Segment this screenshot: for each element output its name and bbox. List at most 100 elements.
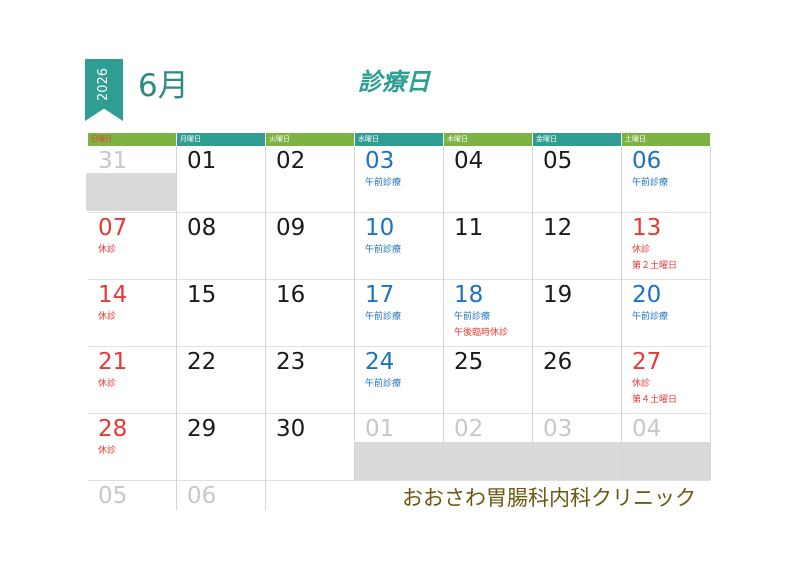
day-note: 午前診療 xyxy=(632,312,669,322)
day-number: 26 xyxy=(543,349,573,375)
day-cell-sat: 27 休診第４土曜日 xyxy=(622,347,710,414)
weekday-header-thu: 木曜日 xyxy=(444,133,532,146)
day-note: 午前診療 xyxy=(365,178,402,188)
day-number: 03 xyxy=(543,416,573,442)
day-number: 14 xyxy=(98,282,128,308)
grid-row-line xyxy=(88,480,710,481)
grid-col-line xyxy=(443,146,444,480)
day-number: 28 xyxy=(98,416,128,442)
weekday-label-sat: 土曜日 xyxy=(625,135,646,143)
day-cell-sun: 31 xyxy=(88,146,176,213)
day-note: 第４土曜日 xyxy=(632,395,678,405)
year-label: 2026 xyxy=(96,67,112,101)
day-cell-tue: 23 xyxy=(266,347,354,414)
weekday-header-sat: 土曜日 xyxy=(622,133,710,146)
day-number: 20 xyxy=(632,282,662,308)
day-number: 16 xyxy=(276,282,306,308)
day-cell-sat: 20 午前診療 xyxy=(622,280,710,347)
weekday-label-thu: 木曜日 xyxy=(447,135,468,143)
weekday-label-fri: 金曜日 xyxy=(536,135,557,143)
weekday-label-mon: 月曜日 xyxy=(180,135,201,143)
day-number: 25 xyxy=(454,349,484,375)
day-note: 午前診療 xyxy=(632,178,669,188)
day-note: 午前診療 xyxy=(454,312,491,322)
day-cell-sun: 21 休診 xyxy=(88,347,176,414)
day-number: 13 xyxy=(632,215,662,241)
day-number: 01 xyxy=(365,416,395,442)
day-cell-wed: 03 午前診療 xyxy=(355,146,443,213)
day-cell-mon: 29 xyxy=(177,414,265,481)
day-number: 06 xyxy=(187,483,217,509)
day-cell-sun: 07 休診 xyxy=(88,213,176,280)
day-cell-sun: 14 休診 xyxy=(88,280,176,347)
day-note: 午後臨時休診 xyxy=(454,328,509,338)
day-cell-mon: 15 xyxy=(177,280,265,347)
day-number: 07 xyxy=(98,215,128,241)
day-note: 休診 xyxy=(632,245,651,255)
day-cell-sat: 13 休診第２土曜日 xyxy=(622,213,710,280)
day-number: 22 xyxy=(187,349,217,375)
day-cell-thu: 11 xyxy=(444,213,532,280)
day-note: 休診 xyxy=(98,312,117,322)
weekday-label-sun: 日曜日 xyxy=(91,135,112,143)
day-cell-tue: 09 xyxy=(266,213,354,280)
day-note: 午前診療 xyxy=(365,379,402,389)
day-cell-wed: 10 午前診療 xyxy=(355,213,443,280)
day-cell-tue: 02 xyxy=(266,146,354,213)
day-note: 休診 xyxy=(632,379,651,389)
day-cell-wed: 01 xyxy=(355,414,443,481)
day-number: 30 xyxy=(276,416,306,442)
day-number: 23 xyxy=(276,349,306,375)
day-number: 31 xyxy=(98,148,128,174)
day-cell-sun: 28 休診 xyxy=(88,414,176,481)
day-note: 休診 xyxy=(98,379,117,389)
day-cell-mon: 06 xyxy=(177,481,265,548)
grid-row-line xyxy=(88,346,710,347)
day-number: 19 xyxy=(543,282,573,308)
day-note: 休診 xyxy=(98,245,117,255)
day-number: 02 xyxy=(276,148,306,174)
day-number: 05 xyxy=(543,148,573,174)
day-note: 休診 xyxy=(98,446,117,456)
day-cell-fri: 26 xyxy=(533,347,621,414)
day-cell-wed: 24 午前診療 xyxy=(355,347,443,414)
day-number: 17 xyxy=(365,282,395,308)
calendar-title: 診療日 xyxy=(358,68,430,96)
weekday-label-wed: 水曜日 xyxy=(358,135,379,143)
day-number: 10 xyxy=(365,215,395,241)
grid-col-line xyxy=(176,146,177,510)
day-number: 03 xyxy=(365,148,395,174)
grid-col-line xyxy=(621,146,622,480)
day-number: 11 xyxy=(454,215,484,241)
grid-row-line xyxy=(88,212,710,213)
day-cell-sat: 06 午前診療 xyxy=(622,146,710,213)
grid-col-line xyxy=(354,146,355,480)
day-number: 05 xyxy=(98,483,128,509)
day-cell-wed: 17 午前診療 xyxy=(355,280,443,347)
weekday-header-tue: 火曜日 xyxy=(266,133,354,146)
day-number: 12 xyxy=(543,215,573,241)
day-number: 01 xyxy=(187,148,217,174)
grid-col-line xyxy=(532,146,533,480)
day-number: 08 xyxy=(187,215,217,241)
weekday-label-tue: 火曜日 xyxy=(269,135,290,143)
day-cell-tue: 16 xyxy=(266,280,354,347)
grid-row-line xyxy=(88,413,710,414)
day-cell-thu: 18 午前診療 午後臨時休診 xyxy=(444,280,532,347)
grid-col-line xyxy=(710,146,711,480)
day-cell-mon: 22 xyxy=(177,347,265,414)
day-cell-mon: 01 xyxy=(177,146,265,213)
day-number: 02 xyxy=(454,416,484,442)
weekday-header-sun: 日曜日 xyxy=(88,133,176,146)
month-title: 6月 xyxy=(138,68,189,104)
day-number: 09 xyxy=(276,215,306,241)
day-note: 第２土曜日 xyxy=(632,261,678,271)
day-cell-sun: 05 xyxy=(88,481,176,548)
day-cell-sat: 04 xyxy=(622,414,710,481)
grid-col-line xyxy=(265,146,266,510)
day-number: 27 xyxy=(632,349,662,375)
day-cell-mon: 08 xyxy=(177,213,265,280)
day-note: 午前診療 xyxy=(365,245,402,255)
day-cell-tue: 30 xyxy=(266,414,354,481)
day-number: 24 xyxy=(365,349,395,375)
